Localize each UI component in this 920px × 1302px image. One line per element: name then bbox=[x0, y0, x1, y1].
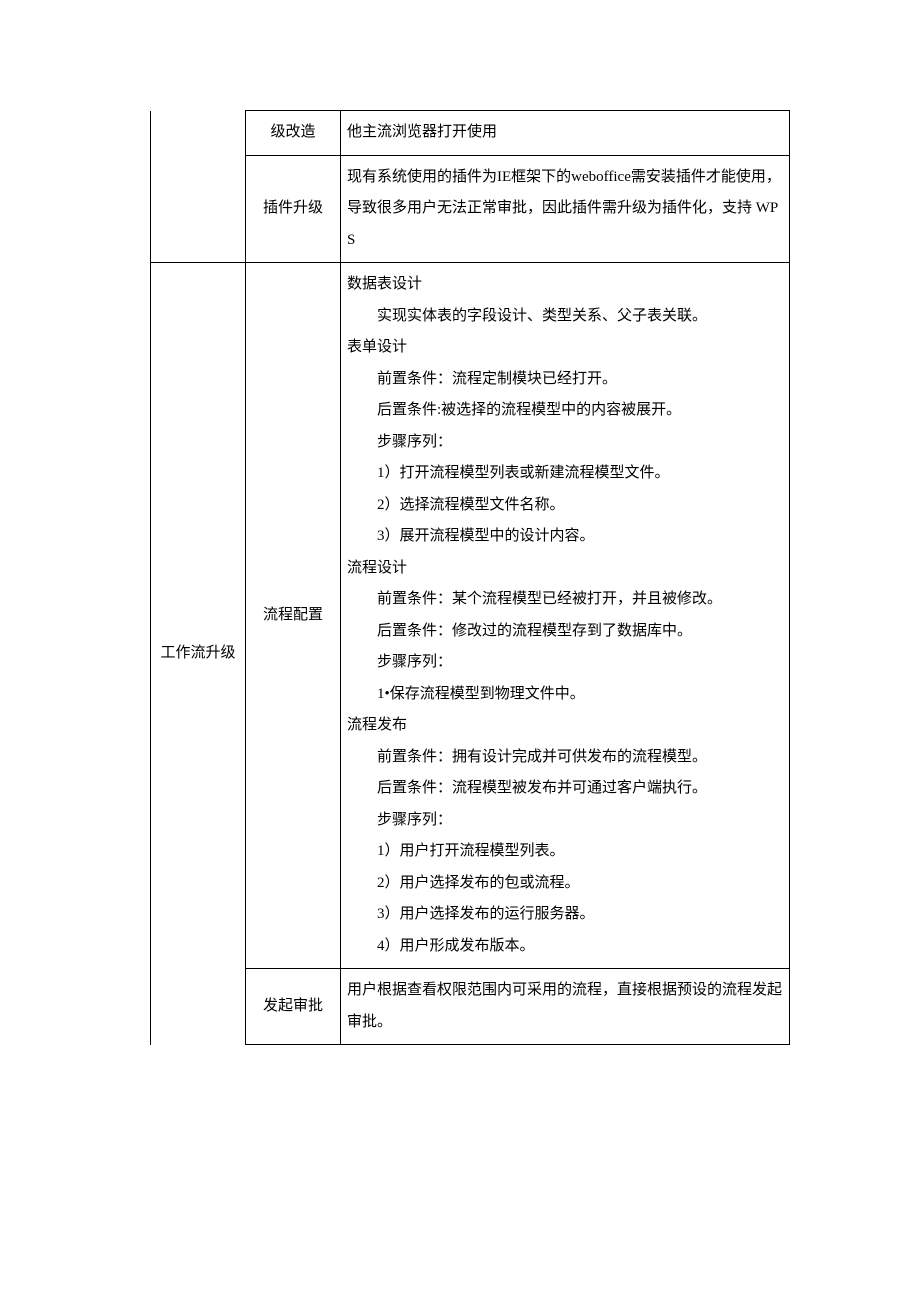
section-line: 后置条件:被选择的流程模型中的内容被展开。 bbox=[347, 395, 785, 427]
section-line: 4）用户形成发布版本。 bbox=[347, 931, 785, 963]
section-line: 3）展开流程模型中的设计内容。 bbox=[347, 521, 785, 553]
section-heading: 表单设计 bbox=[347, 339, 407, 355]
table-row: 插件升级 现有系统使用的插件为IE框架下的weboffice需安装插件才能使用，… bbox=[151, 155, 790, 263]
section-line: 1）打开流程模型列表或新建流程模型文件。 bbox=[347, 458, 785, 490]
cell-desc: 他主流浏览器打开使用 bbox=[341, 111, 790, 156]
section-line: 2）选择流程模型文件名称。 bbox=[347, 490, 785, 522]
section-line: 步骤序列： bbox=[347, 805, 785, 837]
section-line: 2）用户选择发布的包或流程。 bbox=[347, 868, 785, 900]
cell-category-blank bbox=[151, 111, 246, 156]
section-line: 后置条件：修改过的流程模型存到了数据库中。 bbox=[347, 616, 785, 648]
cell-desc: 用户根据查看权限范围内可采用的流程，直接根据预设的流程发起审批。 bbox=[341, 969, 790, 1045]
table-row: 级改造 他主流浏览器打开使用 bbox=[151, 111, 790, 156]
table-row: 发起审批 用户根据查看权限范围内可采用的流程，直接根据预设的流程发起审批。 bbox=[151, 969, 790, 1045]
cell-desc: 现有系统使用的插件为IE框架下的weboffice需安装插件才能使用，导致很多用… bbox=[341, 155, 790, 263]
cell-desc: 数据表设计 实现实体表的字段设计、类型关系、父子表关联。 表单设计 前置条件：流… bbox=[341, 263, 790, 969]
cell-item: 插件升级 bbox=[246, 155, 341, 263]
section-line: 3）用户选择发布的运行服务器。 bbox=[347, 899, 785, 931]
table-row: 工作流升级 流程配置 数据表设计 实现实体表的字段设计、类型关系、父子表关联。 … bbox=[151, 263, 790, 969]
section-line: 1•保存流程模型到物理文件中。 bbox=[347, 679, 785, 711]
section-line: 后置条件：流程模型被发布并可通过客户端执行。 bbox=[347, 773, 785, 805]
section-line: 前置条件：流程定制模块已经打开。 bbox=[347, 364, 785, 396]
section-line: 实现实体表的字段设计、类型关系、父子表关联。 bbox=[347, 301, 785, 333]
cell-item: 级改造 bbox=[246, 111, 341, 156]
section-line: 步骤序列： bbox=[347, 427, 785, 459]
section-line: 前置条件：拥有设计完成并可供发布的流程模型。 bbox=[347, 742, 785, 774]
section-line: 1）用户打开流程模型列表。 bbox=[347, 836, 785, 868]
document-page: 级改造 他主流浏览器打开使用 插件升级 现有系统使用的插件为IE框架下的webo… bbox=[0, 0, 920, 1302]
cell-category: 工作流升级 bbox=[151, 263, 246, 1045]
spec-table: 级改造 他主流浏览器打开使用 插件升级 现有系统使用的插件为IE框架下的webo… bbox=[150, 110, 790, 1045]
section-line: 步骤序列： bbox=[347, 647, 785, 679]
cell-category-blank bbox=[151, 155, 246, 263]
section-heading: 流程发布 bbox=[347, 717, 407, 733]
section-heading: 数据表设计 bbox=[347, 276, 422, 292]
cell-item: 流程配置 bbox=[246, 263, 341, 969]
section-heading: 流程设计 bbox=[347, 560, 407, 576]
section-line: 前置条件：某个流程模型已经被打开，并且被修改。 bbox=[347, 584, 785, 616]
cell-item: 发起审批 bbox=[246, 969, 341, 1045]
